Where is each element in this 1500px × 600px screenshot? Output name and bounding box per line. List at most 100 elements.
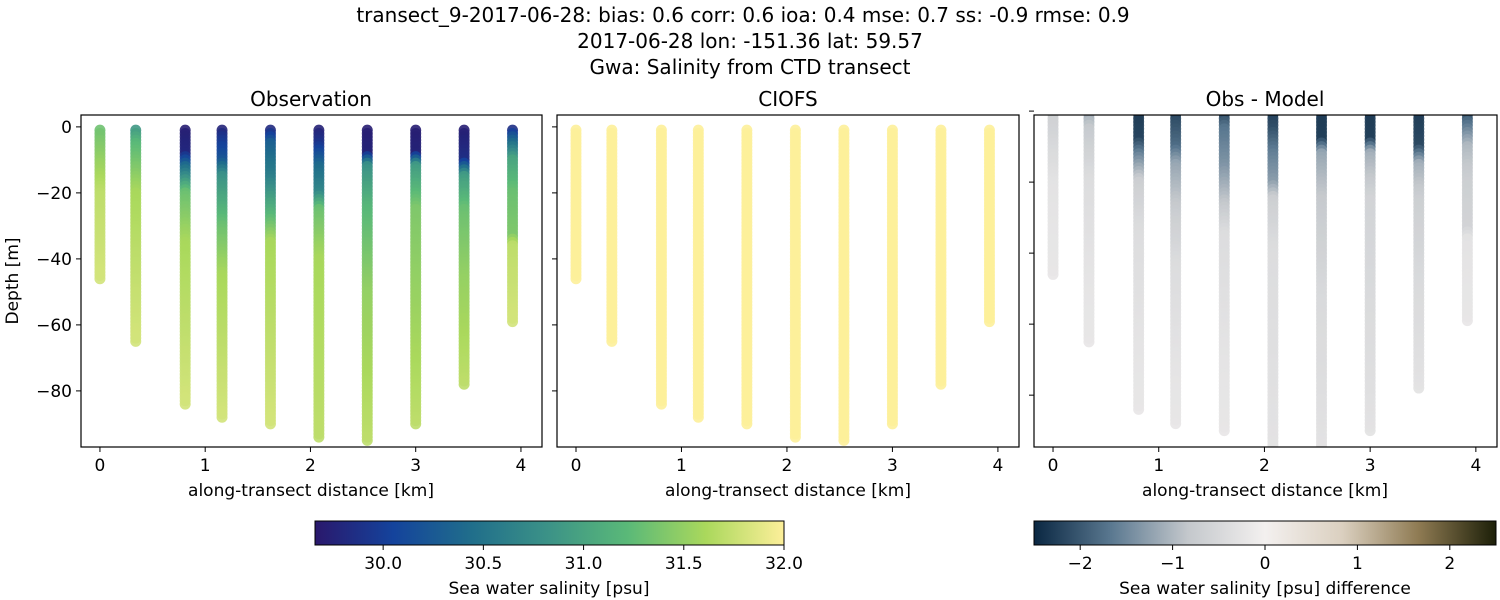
data-point bbox=[570, 273, 582, 285]
colorbar-tick-label: 32.0 bbox=[765, 554, 803, 574]
station-profile-2 bbox=[1133, 115, 1145, 415]
data-point bbox=[130, 335, 142, 347]
colorbar-label-difference: Sea water salinity [psu] difference bbox=[1119, 579, 1411, 599]
data-point bbox=[606, 335, 618, 347]
station-profile-5 bbox=[1267, 115, 1279, 447]
figure-title-line1: transect_9-2017-06-28: bias: 0.6 corr: 0… bbox=[356, 3, 1129, 27]
colorbar-tick-label: 30.5 bbox=[464, 554, 502, 574]
data-point bbox=[886, 418, 898, 430]
data-point bbox=[692, 411, 704, 423]
colorbar-label-salinity: Sea water salinity [psu] bbox=[449, 579, 650, 599]
station-profile-8 bbox=[1413, 115, 1425, 394]
x-tick-label-ciofs: 3 bbox=[887, 456, 898, 476]
data-point bbox=[1267, 439, 1279, 447]
data-point bbox=[983, 316, 995, 328]
x-tick-label-obs-model: 3 bbox=[1365, 456, 1376, 476]
x-axis-label-obs-model: along-transect distance [km] bbox=[1142, 481, 1388, 501]
station-profile-0 bbox=[1047, 115, 1059, 280]
plot-area-obs-model bbox=[1047, 115, 1473, 447]
data-point bbox=[1170, 418, 1182, 430]
data-point bbox=[458, 378, 470, 390]
station-profile-7 bbox=[1364, 115, 1376, 437]
station-profile-1 bbox=[130, 124, 142, 347]
data-point bbox=[1461, 315, 1473, 327]
data-point bbox=[1316, 442, 1327, 447]
x-tick-label-ciofs: 2 bbox=[782, 456, 793, 476]
y-axis-label: Depth [m] bbox=[3, 237, 23, 324]
data-point bbox=[935, 378, 947, 390]
y-tick-label: −60 bbox=[36, 316, 72, 336]
colorbar-tick-label: 0 bbox=[1260, 554, 1271, 574]
x-tick-label-obs-model: 1 bbox=[1153, 456, 1164, 476]
station-profile-3 bbox=[216, 124, 228, 423]
data-point bbox=[216, 411, 228, 423]
colorbar-tick-label: 30.0 bbox=[364, 554, 402, 574]
data-point bbox=[741, 418, 753, 430]
station-profile-4 bbox=[1218, 115, 1230, 437]
station-profile-5 bbox=[789, 124, 801, 443]
station-profile-9 bbox=[983, 124, 995, 328]
data-point bbox=[1218, 425, 1230, 437]
panel-title-observation: Observation bbox=[250, 87, 372, 111]
data-point bbox=[94, 273, 106, 285]
colorbar-tick-label: 1 bbox=[1352, 554, 1363, 574]
data-point bbox=[655, 398, 667, 410]
data-point bbox=[410, 418, 422, 430]
data-point bbox=[313, 431, 325, 443]
station-profile-3 bbox=[1170, 115, 1182, 430]
colorbar-difference bbox=[1033, 520, 1497, 546]
x-tick-label-observation: 3 bbox=[410, 456, 421, 476]
y-tick-label: 0 bbox=[61, 118, 72, 138]
x-tick-label-ciofs: 1 bbox=[676, 456, 687, 476]
colorbar-tick-label: 31.5 bbox=[665, 554, 703, 574]
station-profile-1 bbox=[1083, 115, 1095, 348]
x-tick-label-observation: 0 bbox=[95, 456, 106, 476]
plot-area-ciofs bbox=[570, 124, 995, 446]
x-tick-label-ciofs: 4 bbox=[992, 456, 1003, 476]
station-profile-8 bbox=[935, 124, 947, 390]
station-profile-0 bbox=[570, 124, 582, 285]
panel-title-ciofs: CIOFS bbox=[758, 87, 817, 111]
panel-title-obs-model: Obs - Model bbox=[1206, 87, 1325, 111]
x-tick-label-obs-model: 2 bbox=[1259, 456, 1270, 476]
axes-frame-observation bbox=[80, 114, 543, 448]
data-point bbox=[264, 418, 276, 430]
colorbar-salinity bbox=[314, 520, 785, 546]
station-profile-8 bbox=[458, 124, 470, 390]
station-profile-7 bbox=[886, 124, 898, 430]
station-profile-0 bbox=[94, 124, 106, 285]
x-tick-label-observation: 2 bbox=[305, 456, 316, 476]
x-tick-label-ciofs: 0 bbox=[571, 456, 582, 476]
station-profile-6 bbox=[361, 124, 373, 446]
data-point bbox=[789, 431, 801, 443]
station-profile-6 bbox=[838, 124, 850, 446]
station-profile-7 bbox=[410, 124, 422, 430]
data-point bbox=[361, 434, 373, 446]
station-profile-2 bbox=[179, 124, 191, 410]
colorbar-tick-label: −1 bbox=[1160, 554, 1185, 574]
colorbar-tick-label: −2 bbox=[1068, 554, 1093, 574]
data-point bbox=[1083, 336, 1095, 348]
colorbar-tick-label: 31.0 bbox=[565, 554, 603, 574]
data-point bbox=[507, 316, 519, 328]
x-axis-label-observation: along-transect distance [km] bbox=[188, 481, 434, 501]
axes-frame-obs-model bbox=[1033, 114, 1498, 448]
x-tick-label-obs-model: 0 bbox=[1048, 456, 1059, 476]
data-point bbox=[1133, 403, 1145, 415]
data-point bbox=[1047, 268, 1059, 280]
data-point bbox=[838, 434, 850, 446]
x-tick-label-observation: 1 bbox=[200, 456, 211, 476]
station-profile-6 bbox=[1316, 115, 1328, 447]
station-profile-9 bbox=[1461, 115, 1473, 327]
station-profile-5 bbox=[313, 124, 325, 443]
figure-title-line3: Gwa: Salinity from CTD transect bbox=[590, 55, 911, 79]
plot-area-observation bbox=[94, 124, 519, 446]
station-profile-4 bbox=[264, 124, 276, 430]
data-point bbox=[1364, 425, 1376, 437]
axes-frame-ciofs bbox=[556, 114, 1020, 448]
station-profile-9 bbox=[507, 124, 519, 328]
station-profile-1 bbox=[606, 124, 618, 347]
x-tick-label-observation: 4 bbox=[516, 456, 527, 476]
x-tick-label-obs-model: 4 bbox=[1470, 456, 1481, 476]
